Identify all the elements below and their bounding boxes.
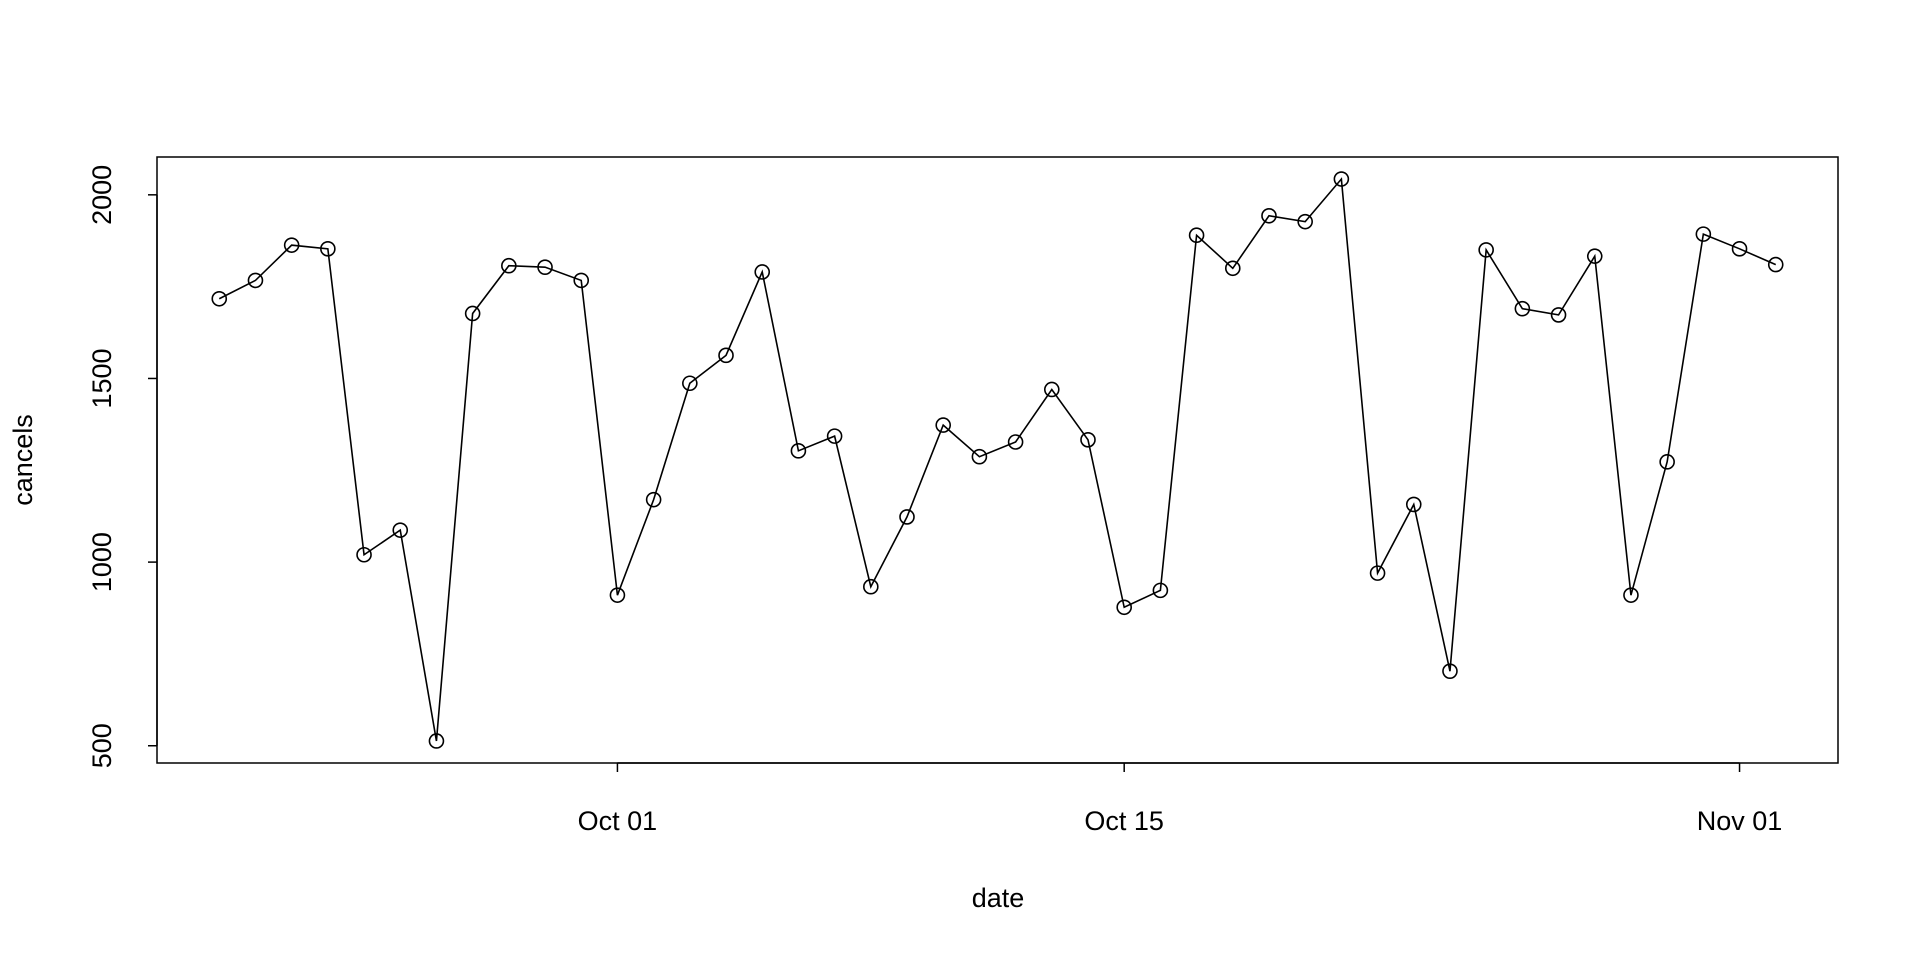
point xyxy=(1405,496,1422,513)
point xyxy=(1224,260,1241,277)
point xyxy=(1623,587,1639,603)
point xyxy=(682,375,698,392)
point xyxy=(1043,381,1060,398)
point xyxy=(935,417,952,433)
point xyxy=(573,272,590,289)
point xyxy=(1695,226,1712,242)
point xyxy=(1333,171,1350,187)
point xyxy=(211,290,228,307)
point xyxy=(971,448,988,465)
point xyxy=(899,509,915,525)
x-axis-label: date xyxy=(972,883,1025,913)
point xyxy=(1659,454,1675,470)
point xyxy=(1116,599,1132,616)
line xyxy=(218,177,1777,742)
plot-frame xyxy=(156,156,1839,764)
point xyxy=(1007,434,1024,450)
point xyxy=(1152,582,1169,599)
point xyxy=(1080,431,1096,448)
point xyxy=(1297,213,1313,230)
point xyxy=(754,264,771,280)
x-tick-label: Nov 01 xyxy=(1697,806,1783,836)
point xyxy=(609,587,626,603)
point xyxy=(1550,307,1567,323)
point xyxy=(1442,663,1458,679)
x-tick-label: Oct 01 xyxy=(578,806,658,836)
point xyxy=(320,241,336,257)
y-axis-label: cancels xyxy=(8,414,38,506)
point xyxy=(1188,227,1205,244)
point xyxy=(1767,256,1784,273)
point xyxy=(501,257,517,274)
point xyxy=(790,443,807,459)
point xyxy=(283,237,300,253)
point xyxy=(1514,300,1531,317)
point xyxy=(826,428,843,444)
point xyxy=(1731,241,1748,257)
y-tick-label: 1000 xyxy=(87,532,117,592)
point xyxy=(464,305,481,322)
point xyxy=(718,347,734,364)
y-tick-label: 500 xyxy=(87,723,117,768)
point xyxy=(645,491,662,508)
point xyxy=(1261,207,1277,224)
point xyxy=(247,272,264,289)
point xyxy=(1369,565,1386,581)
point xyxy=(1586,248,1603,264)
y-tick-label: 2000 xyxy=(87,165,117,225)
point xyxy=(392,522,409,538)
x-tick-label: Oct 15 xyxy=(1084,806,1164,836)
y-tick-label: 1500 xyxy=(87,348,117,408)
point xyxy=(356,546,372,563)
point xyxy=(428,733,445,749)
point xyxy=(537,259,553,275)
point xyxy=(863,578,879,595)
point xyxy=(1478,242,1494,258)
